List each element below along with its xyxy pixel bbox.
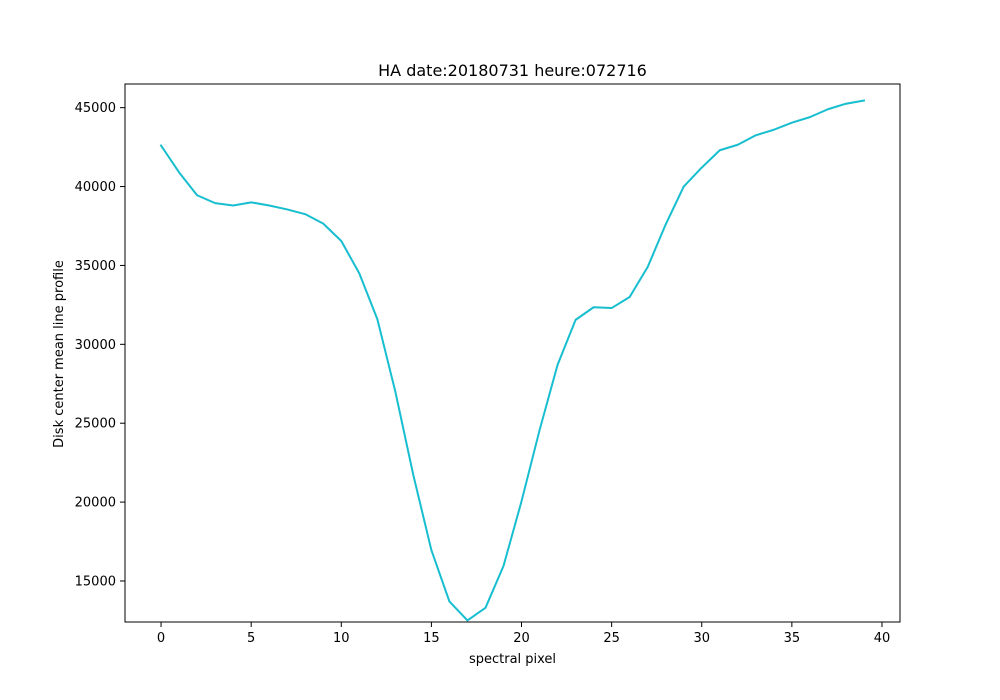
x-tick-label: 5 xyxy=(247,631,255,646)
x-tick-label: 25 xyxy=(603,631,620,646)
x-tick-label: 10 xyxy=(333,631,350,646)
y-tick-label: 20000 xyxy=(75,496,116,511)
series-line-0 xyxy=(159,99,866,622)
chart-title: HA date:20180731 heure:072716 xyxy=(378,61,647,80)
x-tick-label: 40 xyxy=(874,631,891,646)
y-tick-label: 35000 xyxy=(75,259,116,274)
x-tick-label: 20 xyxy=(513,631,530,646)
y-tick-label: 40000 xyxy=(75,180,116,195)
y-tick-label: 15000 xyxy=(75,574,116,589)
x-tick-label: 35 xyxy=(784,631,801,646)
x-axis-label: spectral pixel xyxy=(469,652,556,667)
x-tick-label: 30 xyxy=(693,631,710,646)
plot-frame xyxy=(124,83,901,623)
y-tick-label: 30000 xyxy=(75,338,116,353)
x-tick-label: 15 xyxy=(423,631,440,646)
y-tick-label: 25000 xyxy=(75,417,116,432)
plot-area: 0 5 10 15 20 25 30 35 40 15000 20000 25000 30000 3500… xyxy=(75,83,901,646)
y-tick-label: 45000 xyxy=(75,101,116,116)
y-axis-label: Disk center mean line profile xyxy=(52,260,67,448)
x-tick-label: 0 xyxy=(157,631,165,646)
